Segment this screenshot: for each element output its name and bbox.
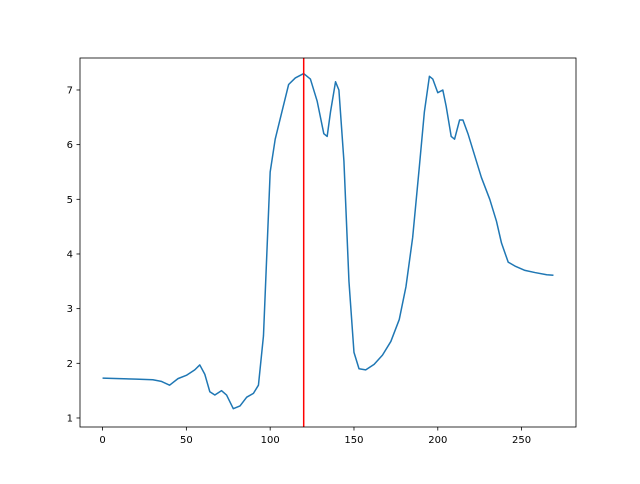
y-tick-label: 5 (67, 195, 73, 206)
y-tick-label: 4 (67, 249, 73, 260)
y-tick-label: 1 (67, 413, 73, 424)
x-tick-label: 150 (344, 435, 363, 446)
x-tick-label: 0 (99, 435, 105, 446)
x-tick-label: 100 (261, 435, 280, 446)
line-series (102, 72, 554, 410)
x-tick-label: 250 (512, 435, 531, 446)
x-tick-label: 50 (180, 435, 193, 446)
y-tick-label: 7 (67, 85, 73, 96)
y-tick-label: 3 (67, 304, 73, 315)
x-tick-label: 200 (428, 435, 447, 446)
plot-frame (79, 57, 577, 428)
y-tick-label: 6 (67, 140, 73, 151)
y-tick-label: 2 (67, 359, 73, 370)
